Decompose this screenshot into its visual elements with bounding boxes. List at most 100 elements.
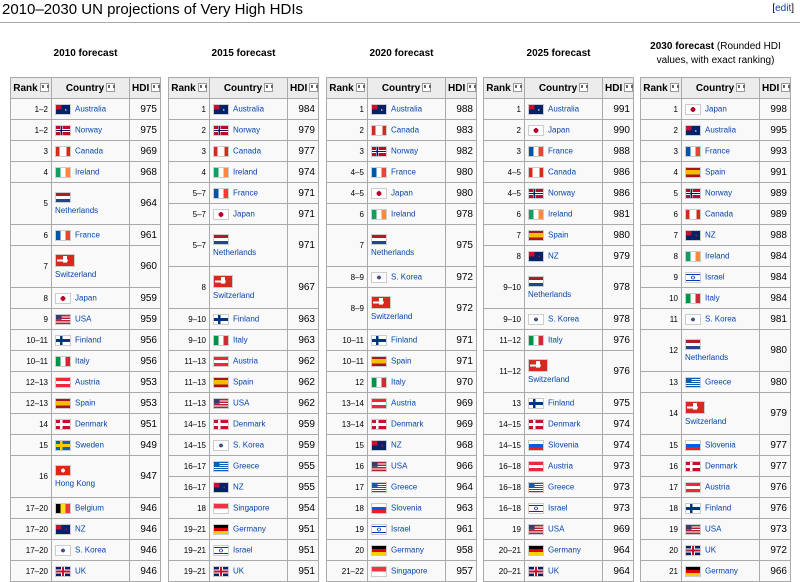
country-link[interactable]: France [75, 230, 100, 240]
denmark-flag-icon[interactable] [685, 460, 701, 472]
sort-icon[interactable] [736, 83, 746, 93]
australia-flag-icon[interactable] [213, 103, 229, 115]
country-link[interactable]: S. Korea [75, 545, 107, 555]
country-link[interactable]: Norway [391, 146, 419, 156]
nz-flag-icon[interactable] [55, 523, 71, 535]
finland-flag-icon[interactable] [528, 397, 544, 409]
country-link[interactable]: Greece [391, 482, 418, 492]
germany-flag-icon[interactable] [528, 544, 544, 556]
austria-flag-icon[interactable] [371, 397, 387, 409]
denmark-flag-icon[interactable] [371, 418, 387, 430]
country-link[interactable]: Germany [391, 545, 424, 555]
norway-flag-icon[interactable] [55, 124, 71, 136]
israel-flag-icon[interactable] [213, 544, 229, 556]
usa-flag-icon[interactable] [528, 523, 544, 535]
country-link[interactable]: Greece [548, 482, 575, 492]
japan-flag-icon[interactable] [685, 103, 701, 115]
country-link[interactable]: Austria [705, 482, 730, 492]
country-link[interactable]: USA [548, 524, 565, 534]
skorea-flag-icon[interactable] [371, 271, 387, 283]
israel-flag-icon[interactable] [685, 271, 701, 283]
japan-flag-icon[interactable] [528, 124, 544, 136]
country-link[interactable]: Japan [75, 293, 97, 303]
denmark-flag-icon[interactable] [55, 418, 71, 430]
country-link[interactable]: Spain [548, 230, 569, 240]
country-link[interactable]: USA [233, 398, 250, 408]
country-link[interactable]: Norway [705, 188, 733, 198]
country-link[interactable]: Greece [705, 377, 732, 387]
column-header-country[interactable]: Country [209, 77, 288, 99]
italy-flag-icon[interactable] [528, 334, 544, 346]
usa-flag-icon[interactable] [685, 523, 701, 535]
sort-icon[interactable] [422, 83, 432, 93]
sort-icon[interactable] [264, 83, 274, 93]
uk-flag-icon[interactable] [213, 565, 229, 577]
edit-link[interactable]: edit [775, 3, 792, 14]
column-header-country[interactable]: Country [51, 77, 130, 99]
column-header-hdi[interactable]: HDI [287, 77, 319, 99]
greece-flag-icon[interactable] [371, 481, 387, 493]
france-flag-icon[interactable] [371, 166, 387, 178]
spain-flag-icon[interactable] [55, 397, 71, 409]
country-link[interactable]: Israel [705, 272, 725, 282]
country-link[interactable]: Denmark [75, 419, 108, 429]
italy-flag-icon[interactable] [213, 334, 229, 346]
country-link[interactable]: Finland [548, 398, 575, 408]
austria-flag-icon[interactable] [213, 355, 229, 367]
country-link[interactable]: Belgium [75, 503, 104, 513]
switzerland-flag-icon[interactable] [213, 275, 233, 288]
usa-flag-icon[interactable] [55, 313, 71, 325]
country-link[interactable]: Japan [391, 188, 413, 198]
ireland-flag-icon[interactable] [528, 208, 544, 220]
netherlands-flag-icon[interactable] [685, 339, 701, 350]
country-link[interactable]: Austria [391, 398, 416, 408]
country-link[interactable]: Finland [233, 314, 260, 324]
column-header-country[interactable]: Country [524, 77, 603, 99]
country-link[interactable]: Netherlands [55, 206, 99, 215]
norway-flag-icon[interactable] [685, 187, 701, 199]
country-link[interactable]: Hong Kong [55, 479, 96, 488]
greece-flag-icon[interactable] [213, 460, 229, 472]
spain-flag-icon[interactable] [528, 229, 544, 241]
sort-icon[interactable] [624, 83, 634, 93]
country-link[interactable]: S. Korea [233, 440, 265, 450]
austria-flag-icon[interactable] [685, 481, 701, 493]
france-flag-icon[interactable] [685, 145, 701, 157]
country-link[interactable]: USA [75, 314, 92, 324]
country-link[interactable]: NZ [233, 482, 244, 492]
column-header-hdi[interactable]: HDI [129, 77, 161, 99]
usa-flag-icon[interactable] [371, 460, 387, 472]
country-link[interactable]: S. Korea [391, 272, 423, 282]
country-link[interactable]: NZ [548, 251, 559, 261]
belgium-flag-icon[interactable] [55, 502, 71, 514]
japan-flag-icon[interactable] [55, 292, 71, 304]
norway-flag-icon[interactable] [528, 187, 544, 199]
skorea-flag-icon[interactable] [685, 313, 701, 325]
country-link[interactable]: USA [391, 461, 408, 471]
australia-flag-icon[interactable] [528, 103, 544, 115]
netherlands-flag-icon[interactable] [213, 234, 229, 245]
country-link[interactable]: Spain [391, 356, 412, 366]
country-link[interactable]: NZ [705, 230, 716, 240]
spain-flag-icon[interactable] [371, 355, 387, 367]
country-link[interactable]: Denmark [548, 419, 581, 429]
country-link[interactable]: Norway [75, 125, 103, 135]
canada-flag-icon[interactable] [213, 145, 229, 157]
country-link[interactable]: Switzerland [685, 417, 727, 426]
ireland-flag-icon[interactable] [55, 166, 71, 178]
country-link[interactable]: Switzerland [213, 291, 255, 300]
country-link[interactable]: Slovenia [705, 440, 736, 450]
uk-flag-icon[interactable] [55, 565, 71, 577]
country-link[interactable]: Denmark [705, 461, 738, 471]
country-link[interactable]: Israel [391, 524, 411, 534]
sort-icon[interactable] [579, 83, 589, 93]
switzerland-flag-icon[interactable] [371, 296, 391, 309]
sort-icon[interactable] [355, 83, 365, 93]
switzerland-flag-icon[interactable] [528, 359, 548, 372]
norway-flag-icon[interactable] [213, 124, 229, 136]
country-link[interactable]: Germany [548, 545, 581, 555]
country-link[interactable]: Finland [391, 335, 418, 345]
country-link[interactable]: Switzerland [528, 375, 570, 384]
country-link[interactable]: NZ [391, 440, 402, 450]
norway-flag-icon[interactable] [371, 145, 387, 157]
